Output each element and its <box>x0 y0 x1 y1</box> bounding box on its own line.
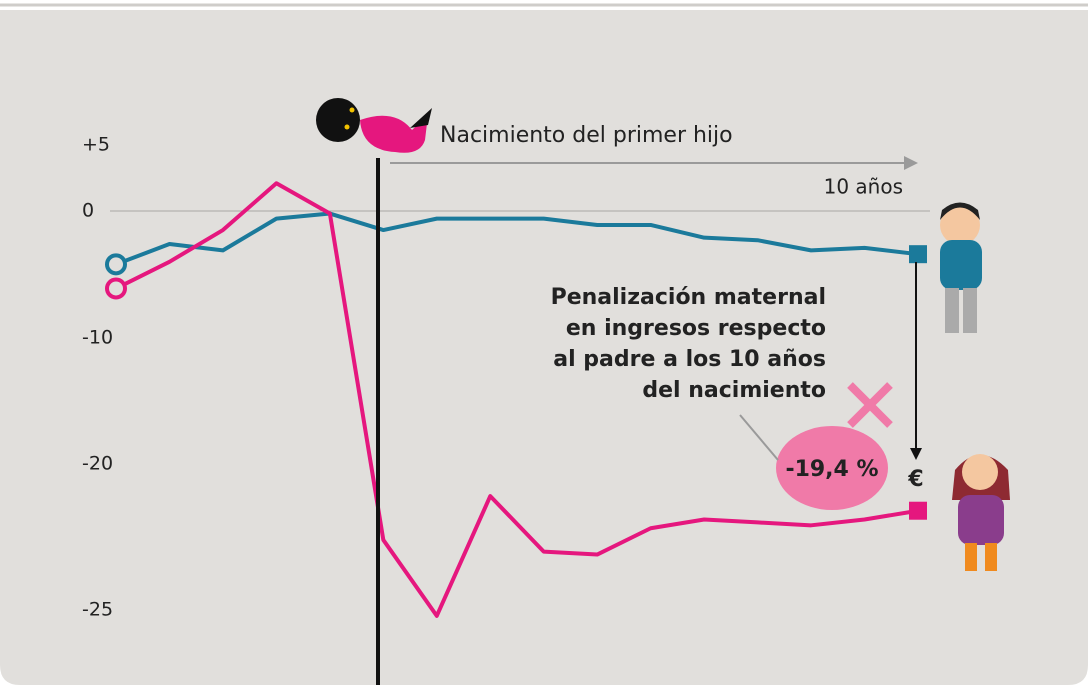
chart: +50-10-20-25 Nacimiento del primer hijo … <box>0 0 1088 685</box>
page: {"chart_data": {"type": "line", "annotat… <box>0 0 1088 685</box>
start-marker <box>107 279 125 297</box>
end-marker <box>909 502 927 520</box>
annotation: Nacimiento del primer hijo <box>440 123 733 148</box>
end-marker <box>909 245 927 263</box>
y-tick-label: -20 <box>82 453 113 475</box>
note-line: en ingresos respecto <box>566 316 826 341</box>
y-tick-label: -25 <box>82 599 113 621</box>
note-line: al padre a los 10 años <box>553 347 826 372</box>
note-line: del nacimiento <box>642 378 826 403</box>
currency-label: € <box>907 467 923 492</box>
span-label: 10 años <box>824 175 903 199</box>
note-line: Penalización maternal <box>551 285 826 310</box>
gap-label: -19,4 % <box>785 457 878 482</box>
start-marker <box>107 255 125 273</box>
y-tick-label: 0 <box>82 200 94 222</box>
panel <box>0 10 1088 685</box>
y-tick-label: +5 <box>82 134 110 156</box>
y-tick-label: -10 <box>82 327 113 349</box>
